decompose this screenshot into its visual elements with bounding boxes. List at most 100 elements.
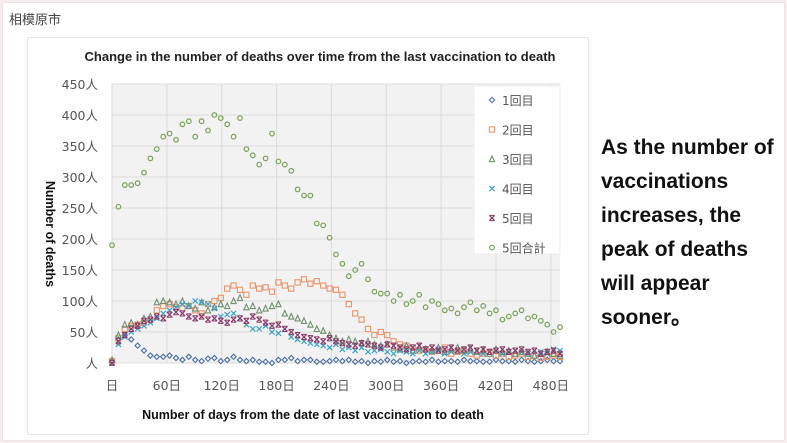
- data-point: [499, 357, 506, 365]
- data-point: [121, 325, 128, 333]
- data-point: [211, 354, 218, 362]
- data-point: [243, 357, 250, 365]
- data-point: [172, 354, 180, 362]
- data-point: [358, 316, 365, 323]
- data-point: [262, 284, 269, 291]
- x-tick-label: 180日: [258, 378, 294, 393]
- data-point: [403, 346, 410, 353]
- data-point: [268, 359, 276, 367]
- y-tick-label: 50人: [70, 325, 99, 340]
- data-point: [269, 130, 275, 137]
- data-point: [275, 279, 282, 286]
- data-point: [524, 348, 532, 355]
- legend-marker: [488, 96, 496, 104]
- data-point: [243, 291, 250, 298]
- y-tick-label: 人: [85, 356, 98, 371]
- data-point: [537, 350, 544, 357]
- data-point: [525, 315, 531, 322]
- data-point: [556, 357, 564, 365]
- data-point: [307, 340, 314, 347]
- data-point: [185, 301, 193, 310]
- data-point: [211, 305, 218, 312]
- data-point: [486, 310, 493, 317]
- y-axis-label: Number of deaths: [43, 181, 57, 287]
- data-point: [377, 344, 384, 351]
- data-point: [249, 356, 257, 364]
- data-point: [185, 353, 193, 361]
- data-point: [140, 347, 148, 354]
- city-label: 相模原市: [9, 13, 62, 28]
- legend-label: 5回目: [502, 212, 534, 226]
- data-point: [127, 318, 135, 326]
- data-point: [281, 161, 288, 168]
- data-point: [384, 290, 391, 297]
- data-point: [435, 347, 442, 354]
- data-point: [351, 336, 359, 345]
- data-point: [480, 346, 487, 353]
- data-point: [396, 344, 404, 351]
- data-point: [339, 260, 346, 267]
- data-point: [160, 315, 167, 322]
- data-point: [377, 328, 384, 336]
- data-point: [454, 347, 461, 354]
- legend-label: 2回目: [502, 124, 534, 138]
- data-point: [422, 346, 429, 353]
- data-point: [140, 322, 148, 329]
- data-point: [300, 276, 308, 283]
- legend-marker: [488, 154, 496, 163]
- data-point: [268, 301, 276, 310]
- data-point: [281, 356, 289, 364]
- data-point: [473, 347, 480, 354]
- legend-label: 1回目: [502, 94, 534, 108]
- data-point: [365, 276, 371, 283]
- data-point: [435, 358, 442, 366]
- data-point: [204, 301, 212, 308]
- data-point: [320, 222, 327, 229]
- data-point: [281, 282, 288, 289]
- x-axis-label: Number of days from the date of last vac…: [142, 408, 484, 422]
- data-point: [243, 146, 250, 152]
- legend-marker: [488, 126, 496, 133]
- data-point: [345, 300, 352, 308]
- y-tick-label: 100人: [62, 294, 99, 309]
- x-tick-label: 360日: [423, 378, 459, 393]
- data-point: [416, 291, 423, 298]
- data-point: [160, 133, 167, 140]
- data-point: [301, 192, 307, 199]
- data-point: [447, 357, 455, 365]
- data-point: [268, 322, 276, 329]
- data-point: [255, 358, 263, 366]
- data-point: [307, 280, 314, 287]
- data-point: [179, 310, 186, 317]
- data-point: [319, 358, 327, 366]
- data-point: [166, 311, 173, 318]
- data-point: [351, 358, 359, 366]
- data-point: [204, 355, 212, 363]
- data-point: [313, 220, 320, 227]
- data-point: [159, 353, 167, 361]
- data-point: [268, 328, 276, 336]
- data-point: [518, 307, 525, 314]
- data-point: [205, 127, 211, 134]
- data-point: [511, 358, 519, 366]
- data-point: [230, 316, 237, 323]
- data-point: [300, 356, 308, 364]
- data-point: [121, 332, 128, 339]
- data-point: [524, 350, 532, 357]
- data-point: [371, 342, 378, 349]
- data-point: [384, 348, 391, 355]
- data-point: [320, 338, 327, 345]
- x-tick-label: 240日: [313, 378, 349, 393]
- data-point: [319, 326, 327, 334]
- data-point: [153, 353, 161, 361]
- data-point: [377, 290, 384, 297]
- data-point: [275, 356, 282, 364]
- data-point: [262, 304, 270, 312]
- data-point: [185, 118, 192, 125]
- data-point: [159, 296, 167, 305]
- data-point: [153, 307, 160, 314]
- data-point: [134, 322, 141, 329]
- data-point: [441, 346, 448, 353]
- data-point: [384, 341, 391, 348]
